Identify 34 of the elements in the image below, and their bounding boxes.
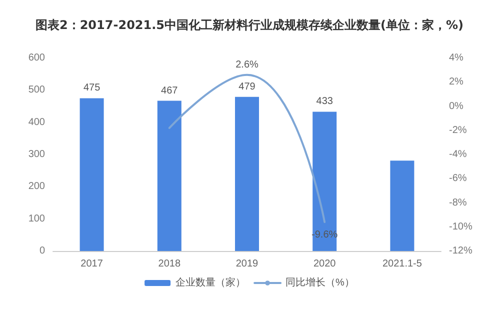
legend-label: 同比增长（%） bbox=[286, 276, 354, 288]
x-tick-label: 2019 bbox=[236, 258, 259, 270]
y-tick-label: 400 bbox=[28, 116, 46, 128]
y-tick-label: 100 bbox=[28, 213, 46, 224]
y2-tick-label: 0% bbox=[449, 100, 464, 112]
y2-tick-label: 4% bbox=[449, 52, 464, 64]
data-label: 467 bbox=[161, 85, 178, 96]
bar bbox=[312, 112, 337, 251]
y-tick-label: 0 bbox=[39, 246, 46, 256]
x-tick-label: 2020 bbox=[313, 258, 336, 270]
legend-label: 企业数量（家） bbox=[176, 276, 246, 288]
bar bbox=[157, 100, 182, 251]
x-tick-label: 2018 bbox=[158, 258, 181, 270]
data-label: 479 bbox=[238, 81, 256, 92]
y2-tick-label: -4% bbox=[449, 149, 467, 160]
x-tick-label: 2021.1-5 bbox=[382, 258, 422, 270]
bar bbox=[80, 98, 104, 251]
chart-title: 图表2：2017-2021.5中国化工新材料行业成规模存续企业数量(单位：家，%) bbox=[35, 18, 464, 32]
x-tick-label: 2017 bbox=[80, 258, 104, 270]
y2-tick-label: -12% bbox=[449, 246, 472, 256]
data-label: 433 bbox=[316, 96, 334, 108]
y2-tick-label: -8% bbox=[449, 197, 467, 208]
data-label: 2.6% bbox=[236, 59, 259, 70]
bar bbox=[235, 96, 259, 251]
y2-tick-label: 2% bbox=[449, 76, 464, 88]
y-tick-label: 300 bbox=[28, 149, 46, 160]
y2-tick-label: -10% bbox=[449, 221, 472, 232]
y-tick-label: 500 bbox=[28, 84, 46, 96]
y-tick-label: 200 bbox=[28, 181, 46, 192]
data-label: 475 bbox=[83, 82, 101, 94]
y-tick-label: 600 bbox=[28, 52, 46, 64]
y2-tick-label: -6% bbox=[449, 173, 467, 184]
bar bbox=[390, 160, 414, 251]
y2-tick-label: -2% bbox=[449, 124, 467, 136]
